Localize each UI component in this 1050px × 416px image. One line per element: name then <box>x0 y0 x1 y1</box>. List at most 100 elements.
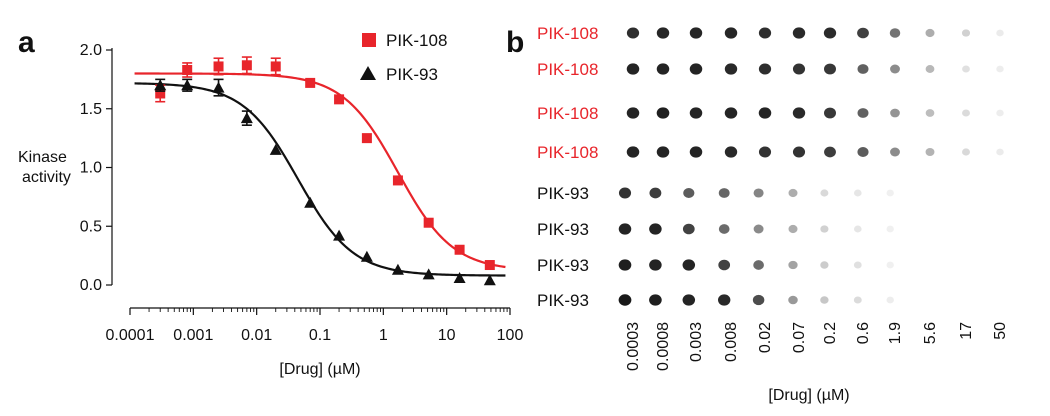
blot-dot <box>853 225 862 233</box>
panel-a: a Kinase activity [Drug] (µM) 0.0 0.5 1.0 1… <box>18 26 523 378</box>
blot-dot <box>618 294 632 306</box>
data-point-pik93 <box>304 196 317 208</box>
data-point-pik93 <box>453 271 466 283</box>
data-point-pik108 <box>454 244 465 255</box>
y-tick-label: 1.0 <box>80 160 102 177</box>
blot-dot <box>792 146 806 158</box>
concentration-label: 0.0003 <box>625 322 642 371</box>
blot-dot <box>824 107 836 119</box>
blot-dot <box>792 63 806 75</box>
blot-dot <box>788 188 798 198</box>
data-point-pik93 <box>240 112 253 124</box>
blot-dot <box>890 108 900 118</box>
blot-dot <box>656 63 670 75</box>
blot-dot <box>626 107 640 119</box>
panel-b-letter: b <box>506 26 524 59</box>
blot-dot <box>857 147 869 157</box>
data-point-pik93 <box>483 274 496 286</box>
blot-dot <box>649 259 662 271</box>
blot-dot <box>649 223 662 235</box>
blot-dot <box>656 146 670 158</box>
concentration-label: 5.6 <box>922 322 939 344</box>
blot-dot <box>618 223 632 235</box>
blot-dot <box>753 188 764 198</box>
blot-dot <box>626 27 640 39</box>
data-point-pik93 <box>360 250 373 262</box>
data-point-pik93 <box>422 268 435 280</box>
blot-dot <box>962 109 970 117</box>
blot-dot <box>718 259 731 271</box>
blot-dots <box>618 27 1004 306</box>
panel-a-data-points <box>154 56 496 286</box>
blot-dot <box>626 63 640 75</box>
concentration-label: 0.0008 <box>655 322 672 371</box>
blot-dot <box>753 260 764 270</box>
blot-dot <box>820 189 829 197</box>
blot-dot <box>886 225 894 233</box>
data-point-pik93 <box>154 79 167 91</box>
x-tick-label: 100 <box>497 327 524 344</box>
blot-dot <box>925 109 935 117</box>
blot-dot <box>718 188 730 198</box>
blot-dot <box>689 146 703 158</box>
data-point-pik93 <box>269 143 282 155</box>
blot-row-label: PIK-108 <box>537 24 598 43</box>
panel-b: b PIK-108PIK-108PIK-108PIK-108PIK-93PIK-… <box>506 24 1009 404</box>
x-tick-label: 10 <box>438 327 456 344</box>
blot-dot <box>618 259 632 271</box>
concentration-label: 0.6 <box>855 322 872 344</box>
y-tick-label: 0.5 <box>80 218 102 235</box>
blot-x-axis-label: [Drug] (µM) <box>768 387 849 404</box>
blot-dot <box>962 65 970 73</box>
data-point-pik93 <box>212 81 225 93</box>
blot-dot <box>724 27 738 39</box>
blot-dot <box>656 27 670 39</box>
legend-label-pik108: PIK-108 <box>386 31 447 50</box>
y-axis-label-line2: activity <box>22 169 71 186</box>
blot-dot <box>718 224 730 234</box>
blot-dot <box>962 148 970 156</box>
concentration-label: 0.07 <box>791 322 808 353</box>
data-point-pik108 <box>392 175 403 186</box>
blot-dot <box>996 109 1004 117</box>
data-point-pik108 <box>423 217 434 228</box>
y-tick-label: 1.5 <box>80 101 102 118</box>
blot-dot <box>886 189 894 197</box>
legend-label-pik93: PIK-93 <box>386 65 438 84</box>
blot-dot <box>682 259 696 271</box>
data-point-pik93 <box>181 79 194 91</box>
blot-dot <box>890 64 900 74</box>
blot-row-label: PIK-93 <box>537 291 589 310</box>
blot-dot <box>758 63 772 75</box>
fit-curve-pik93 <box>134 82 506 277</box>
panel-a-fit-curves <box>134 72 506 277</box>
blot-dot <box>626 146 640 158</box>
legend-triangle-marker <box>360 66 376 80</box>
x-tick-label: 0.01 <box>241 327 272 344</box>
blot-dot <box>857 64 869 74</box>
data-point-pik108 <box>484 260 495 271</box>
data-point-pik108 <box>213 61 224 72</box>
blot-dot <box>890 147 900 157</box>
blot-dot <box>824 146 836 158</box>
blot-dot <box>792 107 806 119</box>
blot-row-label: PIK-108 <box>537 60 598 79</box>
data-point-pik108 <box>155 88 166 99</box>
blot-dot <box>996 29 1004 37</box>
blot-dot <box>618 187 632 199</box>
blot-dot <box>961 29 971 37</box>
y-axis-label-line1: Kinase <box>18 149 67 166</box>
concentration-label: 50 <box>992 322 1009 340</box>
concentration-labels: 0.0003 0.0008 0.003 0.008 0.02 0.07 0.2 0.6 1.9 5… <box>625 322 1009 371</box>
blot-dot <box>996 65 1004 73</box>
concentration-label: 0.003 <box>688 322 705 362</box>
blot-dot <box>758 27 772 39</box>
panel-a-letter: a <box>18 26 35 59</box>
y-tick-label: 0.0 <box>80 277 102 294</box>
blot-dot <box>857 27 869 39</box>
blot-dot <box>724 107 738 119</box>
blot-dot <box>753 224 764 234</box>
blot-dot <box>886 261 894 269</box>
blot-dot <box>689 107 703 119</box>
